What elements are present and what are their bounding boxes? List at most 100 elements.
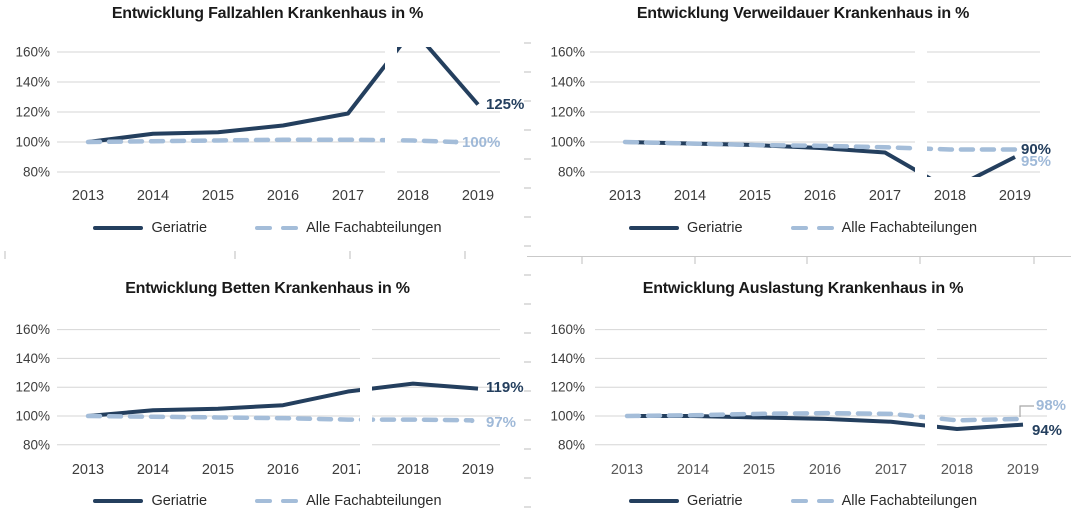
x-axis-tick-label: 2014 — [674, 188, 706, 204]
x-axis-tick-label: 2018 — [941, 462, 973, 478]
y-axis-tick-label: 160% — [15, 45, 50, 60]
chart-title-auslastung: Entwicklung Auslastung Krankenhaus in % — [642, 280, 964, 297]
x-axis-tick-label: 2017 — [332, 462, 364, 478]
x-axis-tick-label: 2018 — [397, 188, 429, 204]
x-axis-tick-label: 2014 — [677, 462, 709, 478]
x-axis-tick-label: 2014 — [137, 462, 169, 478]
y-axis-tick-label: 120% — [550, 105, 585, 120]
legend-betten: Geriatrie Alle Fachabteilungen — [0, 493, 535, 509]
legend-item-geriatrie: Geriatrie — [628, 220, 743, 236]
value-label-alle: 100% — [462, 134, 500, 151]
x-axis-tick-label: 2015 — [739, 188, 771, 204]
plot-area-fallzahlen: 160% 140% 120% 100% 80% 2013 2014 2015 2016 2017 2… — [15, 38, 524, 204]
legend-label-geriatrie: Geriatrie — [151, 220, 208, 236]
x-axis-tick-label: 2019 — [462, 462, 494, 478]
x-axis-tick-label: 2015 — [743, 462, 775, 478]
legend-auslastung: Geriatrie Alle Fachabteilungen — [535, 493, 1071, 509]
y-axis-tick-label: 100% — [15, 135, 50, 150]
y-axis-tick-label: 80% — [558, 437, 585, 452]
y-axis-tick-label: 120% — [15, 105, 50, 120]
geriatrie-line — [87, 47, 480, 144]
geriatrie-line — [87, 381, 479, 418]
legend-item-alle: Alle Fachabteilungen — [255, 220, 442, 236]
legend-item-alle: Alle Fachabteilungen — [790, 220, 978, 236]
alle-fachabteilungen-line — [622, 139, 1018, 152]
value-label-alle: 97% — [486, 414, 516, 431]
y-axis-tick-label: 140% — [15, 351, 50, 366]
y-axis-tick-label: 160% — [550, 322, 585, 337]
y-axis-tick-label: 140% — [550, 75, 585, 90]
alle-line-end-dot — [453, 139, 459, 145]
legend-item-geriatrie: Geriatrie — [628, 493, 743, 509]
screenshot-seam — [385, 38, 397, 185]
alle-fachabteilungen-line — [85, 413, 475, 423]
plot-area-betten: 160% 140% 120% 100% 80% 2013 2014 2015 2016 2017 2… — [15, 303, 524, 483]
legend-verweildauer: Geriatrie Alle Fachabteilungen — [535, 220, 1071, 236]
screenshot-seam — [360, 303, 372, 483]
chart-title-fallzahlen: Entwicklung Fallzahlen Krankenhaus in % — [111, 5, 424, 22]
value-label-alle: 98% — [1036, 397, 1066, 414]
value-label-leader-line — [1019, 405, 1034, 417]
x-axis-tick-label: 2013 — [72, 188, 104, 204]
x-axis-tick-label: 2019 — [1007, 462, 1039, 478]
x-axis-tick-label: 2016 — [267, 462, 299, 478]
geriatrie-line — [624, 140, 1016, 177]
y-axis-tick-label: 80% — [23, 437, 50, 452]
legend-label-alle: Alle Fachabteilungen — [841, 220, 978, 236]
x-axis-tick-label: 2016 — [809, 462, 841, 478]
x-axis-tick-label: 2013 — [611, 462, 643, 478]
legend-item-alle: Alle Fachabteilungen — [790, 493, 978, 509]
legend-label-alle: Alle Fachabteilungen — [841, 493, 978, 509]
legend-swatch-alle — [255, 225, 299, 231]
x-axis-tick-label: 2015 — [202, 462, 234, 478]
chart-betten: Entwicklung Betten Krankenhaus in % 160%… — [0, 265, 535, 529]
value-label-alle: 95% — [1021, 153, 1051, 170]
x-axis-tick-label: 2017 — [869, 188, 901, 204]
y-axis-tick-label: 80% — [23, 165, 50, 180]
y-axis-tick-label: 100% — [15, 409, 50, 424]
legend-swatch-alle — [790, 225, 834, 231]
x-axis-tick-label: 2017 — [875, 462, 907, 478]
y-axis-tick-label: 140% — [550, 351, 585, 366]
value-label-geriatrie: 125% — [486, 96, 524, 113]
screenshot-seam — [915, 38, 927, 185]
legend-label-geriatrie: Geriatrie — [686, 493, 743, 509]
chart-verweildauer: Entwicklung Verweildauer Krankenhaus in … — [535, 0, 1071, 265]
x-axis-tick-label: 2013 — [72, 462, 104, 478]
chart-title-verweildauer: Entwicklung Verweildauer Krankenhaus in … — [636, 5, 970, 22]
value-label-geriatrie: 119% — [486, 379, 524, 396]
legend-swatch-alle — [255, 498, 299, 504]
y-axis-tick-label: 160% — [15, 322, 50, 337]
y-axis-tick-label: 120% — [15, 380, 50, 395]
chart-auslastung: Entwicklung Auslastung Krankenhaus in % … — [535, 265, 1071, 529]
legend-label-geriatrie: Geriatrie — [151, 493, 208, 509]
x-axis-tick-label: 2013 — [609, 188, 641, 204]
x-axis-tick-label: 2017 — [332, 188, 364, 204]
x-axis-tick-label: 2019 — [999, 188, 1031, 204]
x-axis-tick-label: 2015 — [202, 188, 234, 204]
alle-line-end-dot — [469, 418, 475, 424]
y-axis-tick-label: 120% — [550, 380, 585, 395]
chart-title-betten: Entwicklung Betten Krankenhaus in % — [125, 280, 410, 297]
legend-item-geriatrie: Geriatrie — [93, 493, 207, 509]
legend-fallzahlen: Geriatrie Alle Fachabteilungen — [0, 220, 535, 236]
chart-fallzahlen: Entwicklung Fallzahlen Krankenhaus in % … — [0, 0, 535, 265]
x-axis-tick-label: 2019 — [462, 188, 494, 204]
legend-swatch-geriatrie — [628, 226, 679, 230]
legend-swatch-geriatrie — [628, 499, 679, 503]
y-axis-tick-label: 80% — [558, 165, 585, 180]
legend-item-geriatrie: Geriatrie — [93, 220, 207, 236]
plot-area-verweildauer: 160% 140% 120% 100% 80% 2013 2014 2015 2016 2017 2… — [550, 38, 1051, 204]
screenshot-seam — [925, 303, 937, 450]
y-axis-tick-label: 100% — [550, 409, 585, 424]
x-axis-tick-label: 2016 — [804, 188, 836, 204]
legend-label-alle: Alle Fachabteilungen — [306, 493, 442, 509]
legend-swatch-geriatrie — [93, 499, 144, 503]
legend-swatch-geriatrie — [93, 226, 144, 230]
value-label-geriatrie: 90% — [1021, 141, 1051, 158]
plot-area-auslastung: 160% 140% 120% 100% 80% 2013 2014 2015 2016 2017 2… — [550, 303, 1066, 478]
legend-swatch-alle — [790, 498, 834, 504]
legend-label-geriatrie: Geriatrie — [686, 220, 743, 236]
alle-fachabteilungen-line — [85, 137, 459, 145]
